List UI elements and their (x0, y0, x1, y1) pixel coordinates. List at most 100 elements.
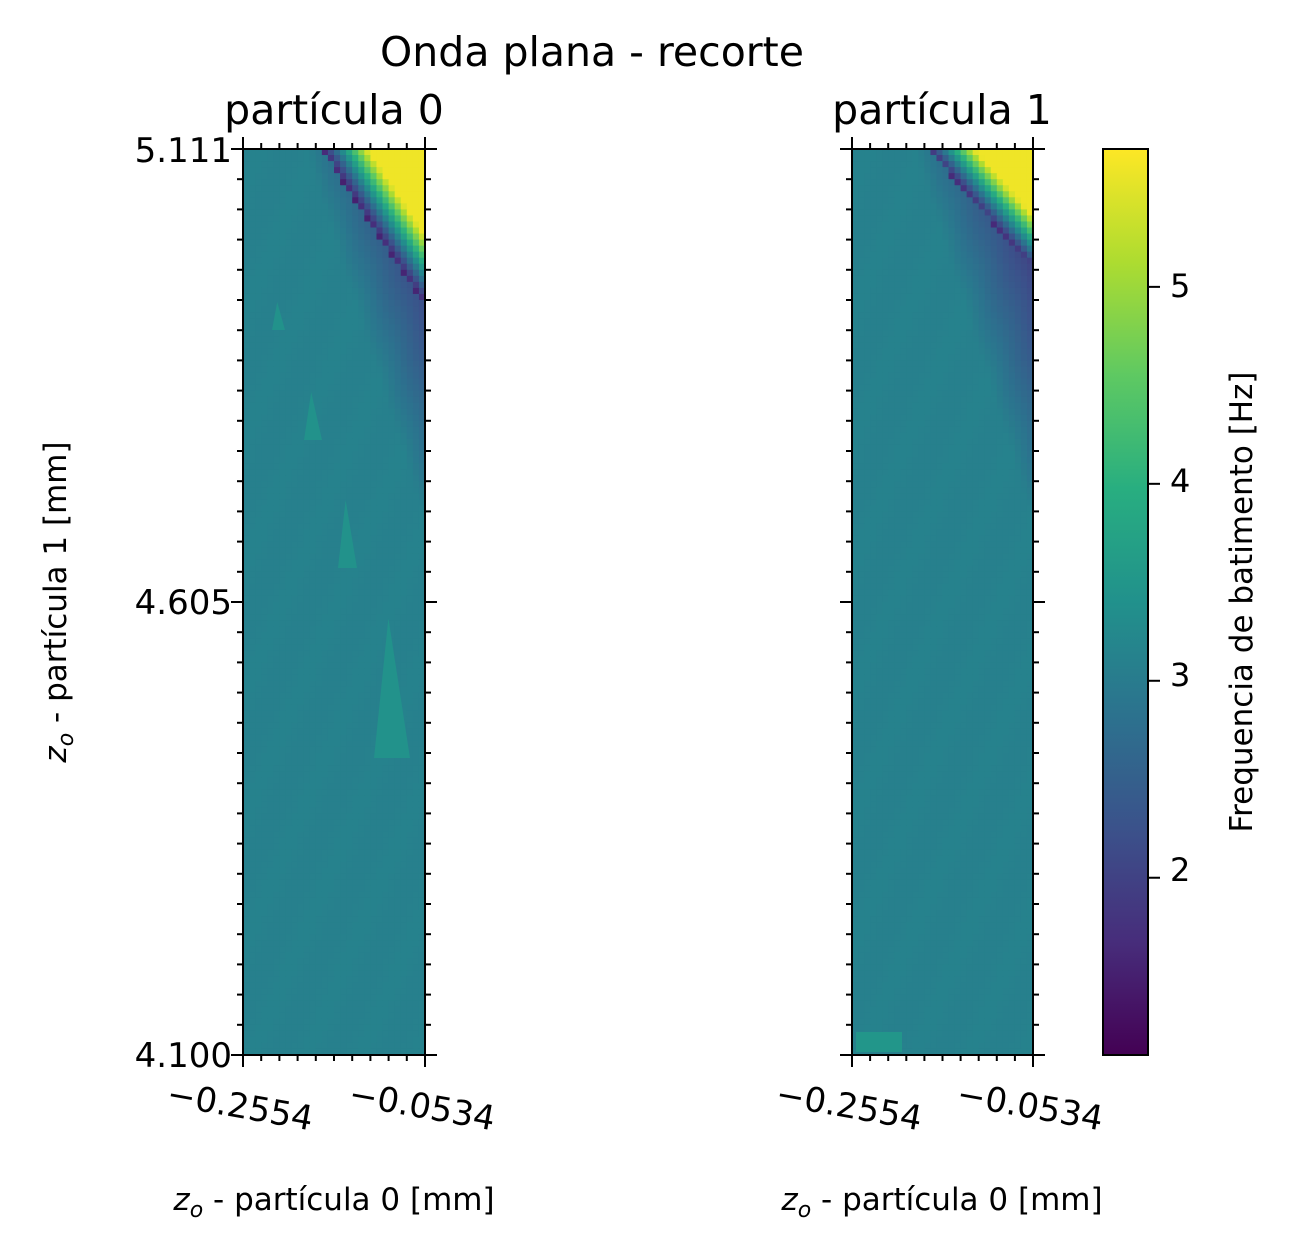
heatmap-cell (243, 850, 250, 857)
heatmap-cell (370, 620, 377, 627)
heatmap-cell (261, 517, 268, 524)
heatmap-cell (395, 451, 402, 458)
heatmap-cell (243, 1007, 250, 1014)
heatmap-cell (364, 916, 371, 923)
heatmap-cell (292, 590, 299, 597)
heatmap-cell (279, 777, 286, 784)
heatmap-cell (407, 844, 414, 851)
heatmap-cell (352, 995, 359, 1002)
heatmap-cell (997, 173, 1004, 180)
heatmap-cell (243, 892, 250, 899)
heatmap-cell (364, 1031, 371, 1038)
heatmap-cell (376, 421, 383, 428)
heatmap-cell (243, 813, 250, 820)
heatmap-cell (395, 596, 402, 603)
heatmap-cell (267, 608, 274, 615)
heatmap-cell (364, 729, 371, 736)
heatmap-cell (340, 179, 347, 186)
heatmap-cell (370, 554, 377, 561)
heatmap-cell (328, 1001, 335, 1008)
heatmap-cell (370, 511, 377, 518)
heatmap-cell (389, 397, 396, 404)
heatmap-cell (328, 964, 335, 971)
heatmap-cell (991, 203, 998, 210)
heatmap-cell (292, 499, 299, 506)
heatmap-cell (249, 699, 256, 706)
heatmap-cell (401, 983, 408, 990)
heatmap-cell (255, 360, 262, 367)
heatmap-cell (389, 167, 396, 174)
heatmap-cell (370, 1013, 377, 1020)
heatmap-cell (316, 548, 323, 555)
heatmap-cell (304, 892, 311, 899)
heatmap-cell (310, 197, 317, 204)
heatmap-cell (340, 620, 347, 627)
heatmap-cell (383, 952, 390, 959)
heatmap-cell (985, 215, 992, 222)
heatmap-cell (352, 536, 359, 543)
heatmap-cell (328, 735, 335, 742)
heatmap-cell (395, 856, 402, 863)
heatmap-cell (279, 1019, 286, 1026)
heatmap-cell (285, 554, 292, 561)
heatmap-cell (285, 687, 292, 694)
heatmap-cell (316, 1001, 323, 1008)
heatmap-cell (322, 970, 329, 977)
heatmap-cell (285, 523, 292, 530)
heatmap-cell (395, 197, 402, 204)
heatmap-cell (273, 566, 280, 573)
heatmap-cell (352, 795, 359, 802)
heatmap-cell (292, 578, 299, 585)
heatmap-cell (358, 481, 365, 488)
heatmap-cell (395, 523, 402, 530)
heatmap-cell (255, 765, 262, 772)
heatmap-cell (261, 530, 268, 537)
heatmap-cell (279, 759, 286, 766)
heatmap-cell (1009, 209, 1016, 216)
heatmap-cell (900, 191, 907, 198)
heatmap-cell (279, 554, 286, 561)
heatmap-cell (328, 693, 335, 700)
heatmap-cell (292, 995, 299, 1002)
heatmap-cell (401, 608, 408, 615)
heatmap-cell (292, 638, 299, 645)
heatmap-cell (376, 366, 383, 373)
heatmap-cell (334, 874, 341, 881)
heatmap-cell (267, 270, 274, 277)
heatmap-cell (279, 258, 286, 265)
heatmap-cell (249, 1025, 256, 1032)
heatmap-cell (243, 916, 250, 923)
heatmap-cell (267, 886, 274, 893)
heatmap-cell (882, 197, 889, 204)
heatmap-cell (243, 995, 250, 1002)
heatmap-cell (370, 874, 377, 881)
heatmap-cell (322, 366, 329, 373)
heatmap-cell (352, 270, 359, 277)
heatmap-cell (261, 240, 268, 247)
heatmap-cell (407, 1043, 414, 1050)
heatmap-cell (298, 475, 305, 482)
heatmap-cell (358, 391, 365, 398)
heatmap-cell (334, 228, 341, 235)
heatmap-cell (334, 904, 341, 911)
heatmap-cell (973, 185, 980, 192)
heatmap-cell (346, 825, 353, 832)
heatmap-cell (991, 191, 998, 198)
heatmap-cell (364, 523, 371, 530)
heatmap-cell (407, 167, 414, 174)
heatmap-cell (298, 874, 305, 881)
heatmap-cell (961, 161, 968, 168)
heatmap-cell (358, 542, 365, 549)
heatmap-cell (334, 668, 341, 675)
heatmap-cell (383, 246, 390, 253)
heatmap-cell (364, 554, 371, 561)
heatmap-cell (243, 481, 250, 488)
heatmap-cell (346, 638, 353, 645)
heatmap-cell (413, 608, 420, 615)
heatmap-cell (334, 536, 341, 543)
heatmap-cell (334, 892, 341, 899)
heatmap-cell (413, 185, 420, 192)
heatmap-cell (273, 946, 280, 953)
heatmap-cell (255, 330, 262, 337)
heatmap-cell (261, 590, 268, 597)
